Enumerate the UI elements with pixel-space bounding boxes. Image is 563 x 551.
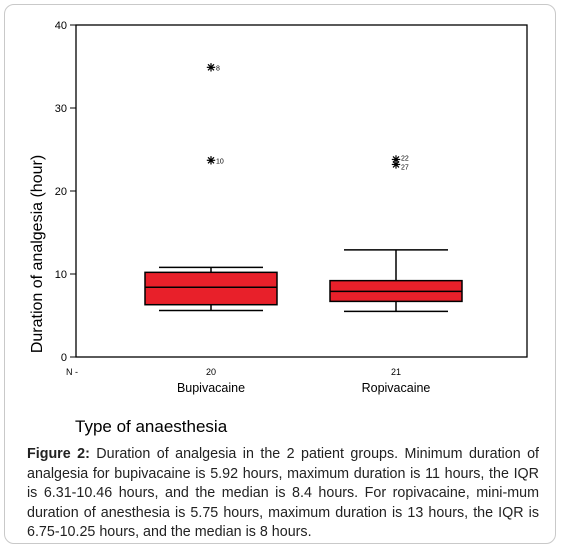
outlier-marker: 27 — [391, 160, 409, 171]
outlier-stroke — [392, 156, 400, 163]
caption-prefix: Figure 2: — [27, 446, 90, 462]
y-tick-label: 10 — [55, 269, 67, 281]
box-group-bupivacaine: 8 10 20 Bupivacaine — [144, 63, 278, 395]
iqr-box — [144, 271, 278, 306]
box-group-ropivacaine: 22 27 21 Ropivacaine — [329, 155, 463, 395]
outlier-stroke — [207, 63, 215, 71]
outlier-label: 8 — [216, 65, 220, 72]
y-axis-title: Duration of analgesia (hour) — [29, 155, 46, 353]
y-tick-label: 0 — [61, 352, 67, 364]
category-label: Bupivacaine — [177, 381, 245, 395]
figure-frame — [4, 4, 556, 544]
category-label: Ropivacaine — [362, 381, 431, 395]
y-tick-label: 30 — [55, 103, 67, 115]
group-n-label: 21 — [391, 367, 401, 377]
caption-text: Duration of analgesia in the 2 patient g… — [27, 446, 540, 541]
y-tick-label: 40 — [55, 20, 67, 32]
n-label: N - — [66, 367, 78, 377]
figure-caption: Figure 2: Duration of analgesia in the 2… — [27, 445, 539, 543]
y-axis: 0 10 20 30 40 — [55, 20, 76, 364]
x-axis-title: Type of anaesthesia — [75, 417, 228, 436]
outlier-marker: 10 — [206, 156, 224, 165]
plot-area — [75, 24, 528, 358]
outlier-label: 22 — [401, 155, 409, 162]
boxes: 8 10 20 Bupivacaine 22 27 21 Ropivacaine — [144, 63, 463, 395]
outlier-label: 10 — [216, 158, 224, 165]
outlier-marker: 8 — [206, 63, 220, 72]
outlier-stroke — [392, 161, 400, 168]
outlier-stroke — [207, 156, 215, 164]
outlier-label: 27 — [401, 164, 409, 171]
box-plot-chart: 0 10 20 30 40 8 10 20 Bupivacaine 22 27 21 Ropivaca… — [29, 20, 528, 436]
y-tick-label: 20 — [55, 186, 67, 198]
group-n-label: 20 — [206, 367, 216, 377]
